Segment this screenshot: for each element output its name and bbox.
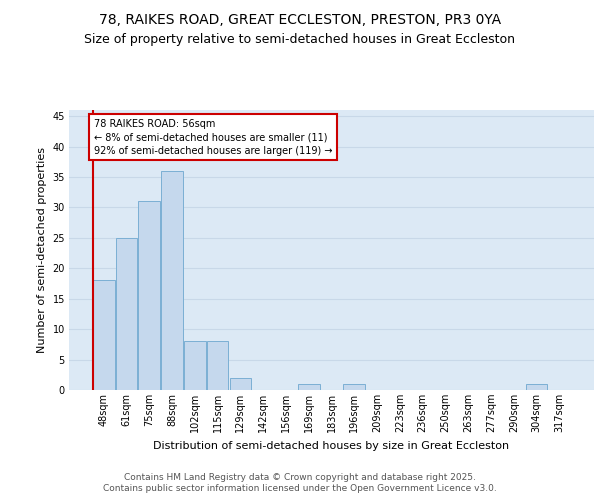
Y-axis label: Number of semi-detached properties: Number of semi-detached properties: [37, 147, 47, 353]
Bar: [343, 384, 365, 390]
Bar: [526, 384, 547, 390]
Text: Size of property relative to semi-detached houses in Great Eccleston: Size of property relative to semi-detach…: [85, 32, 515, 46]
Bar: [116, 238, 137, 390]
Bar: [207, 342, 229, 390]
Bar: [139, 202, 160, 390]
Bar: [230, 378, 251, 390]
X-axis label: Distribution of semi-detached houses by size in Great Eccleston: Distribution of semi-detached houses by …: [154, 440, 509, 450]
Bar: [93, 280, 115, 390]
Text: Contains HM Land Registry data © Crown copyright and database right 2025.: Contains HM Land Registry data © Crown c…: [124, 472, 476, 482]
Text: 78, RAIKES ROAD, GREAT ECCLESTON, PRESTON, PR3 0YA: 78, RAIKES ROAD, GREAT ECCLESTON, PRESTO…: [99, 12, 501, 26]
Text: 78 RAIKES ROAD: 56sqm
← 8% of semi-detached houses are smaller (11)
92% of semi-: 78 RAIKES ROAD: 56sqm ← 8% of semi-detac…: [94, 119, 332, 156]
Bar: [161, 171, 183, 390]
Text: Contains public sector information licensed under the Open Government Licence v3: Contains public sector information licen…: [103, 484, 497, 493]
Bar: [298, 384, 320, 390]
Bar: [184, 342, 206, 390]
